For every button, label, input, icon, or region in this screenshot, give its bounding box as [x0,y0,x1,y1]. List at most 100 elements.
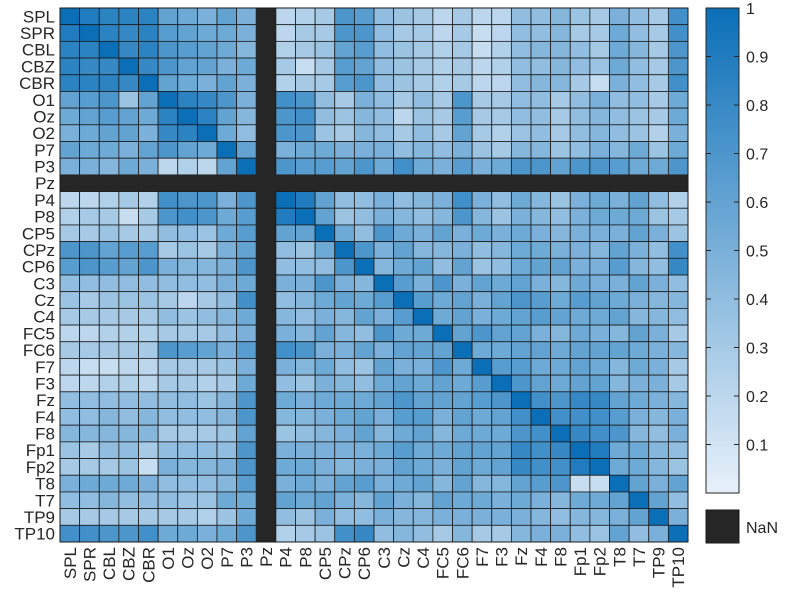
heatmap-cell [98,91,120,109]
heatmap-cell [138,424,159,443]
heatmap-cell [373,391,395,409]
heatmap-cell [353,374,375,393]
heatmap-cell [609,458,630,476]
heatmap-cell [353,508,375,526]
heatmap-cell [353,358,375,376]
heatmap-cell [79,241,100,259]
heatmap-cell [59,341,81,359]
heatmap-cell [314,391,336,409]
heatmap-cell [59,524,81,543]
heatmap-cell [236,241,257,259]
heatmap-cell [177,7,198,26]
heatmap-cell [589,57,610,76]
heatmap-cell [471,474,493,493]
heatmap-cell [530,141,552,159]
row-label: O2 [32,124,55,143]
heatmap-cell [609,57,630,76]
heatmap-cell [452,24,473,42]
heatmap-cell [510,307,532,326]
heatmap-cell [667,107,689,126]
heatmap-cell [609,358,630,376]
heatmap-cell [353,324,375,343]
heatmap-cell [138,124,159,142]
heatmap-cell [334,91,355,109]
heatmap-cell [177,391,198,409]
heatmap-cell [491,424,512,443]
heatmap-cell [432,341,453,359]
heatmap-cell [157,107,179,126]
heatmap-cell [432,391,453,409]
heatmap-cell [628,124,650,142]
heatmap-cell [550,524,571,543]
heatmap-cell [510,374,532,393]
heatmap-cell [373,74,395,92]
heatmap-cell [314,307,336,326]
heatmap-cell [471,274,493,293]
heatmap-cell [177,307,198,326]
heatmap-cell [550,124,571,142]
heatmap-cell-nan [667,174,689,192]
heatmap-cell [569,374,591,393]
heatmap-cell [59,408,81,426]
column-label: TP9 [650,547,669,578]
heatmap-cell [550,74,571,92]
heatmap-cell [118,374,139,393]
heatmap-cell [412,391,434,409]
heatmap-cell [118,241,139,259]
heatmap-cell [236,491,257,510]
heatmap-cell [353,107,375,126]
heatmap-cell [393,74,414,92]
heatmap-cell [79,391,100,409]
column-label: Pz [257,547,276,567]
heatmap-cell [157,508,179,526]
heatmap-cell [491,408,512,426]
heatmap-cell [530,358,552,376]
heatmap-cell [589,291,610,309]
heatmap-cell [550,7,571,26]
heatmap-cell [118,91,139,109]
heatmap-cell [609,374,630,393]
heatmap-cell [452,191,473,209]
heatmap-cell [452,424,473,443]
heatmap-cell [138,107,159,126]
heatmap-cell [314,441,336,459]
heatmap-cell [236,74,257,92]
heatmap-cell [98,408,120,426]
heatmap-cell [79,224,100,243]
heatmap-cell [118,508,139,526]
heatmap-cell [432,358,453,376]
heatmap-cell [295,124,316,142]
heatmap-cell [589,474,610,493]
heatmap-cell [196,74,218,92]
heatmap-cell [393,491,414,510]
heatmap-cell [79,358,100,376]
heatmap-cell [79,74,100,92]
heatmap-cell [648,224,669,243]
heatmap-cell [648,207,669,226]
heatmap-cell [295,358,316,376]
heatmap-cell [196,441,218,459]
heatmap-cell [667,7,689,26]
heatmap-cell [609,307,630,326]
heatmap-cell [432,491,453,510]
heatmap-cell-nan [373,174,395,192]
heatmap-cell [373,424,395,443]
heatmap-cell [432,40,453,59]
heatmap-cell [79,341,100,359]
heatmap-cell [157,474,179,493]
heatmap-cell [510,291,532,309]
heatmap-cell [628,341,650,359]
column-label: P8 [296,547,315,568]
heatmap-cell [471,241,493,259]
heatmap-cell [295,374,316,393]
heatmap-cell [275,224,296,243]
heatmap-cell [79,40,100,59]
heatmap-cell [550,107,571,126]
heatmap-cell [295,191,316,209]
heatmap-cell [373,491,395,510]
heatmap-cell [550,291,571,309]
heatmap-cell [334,307,355,326]
heatmap-cell [177,40,198,59]
heatmap-cell [118,358,139,376]
column-label: Fz [512,547,531,566]
